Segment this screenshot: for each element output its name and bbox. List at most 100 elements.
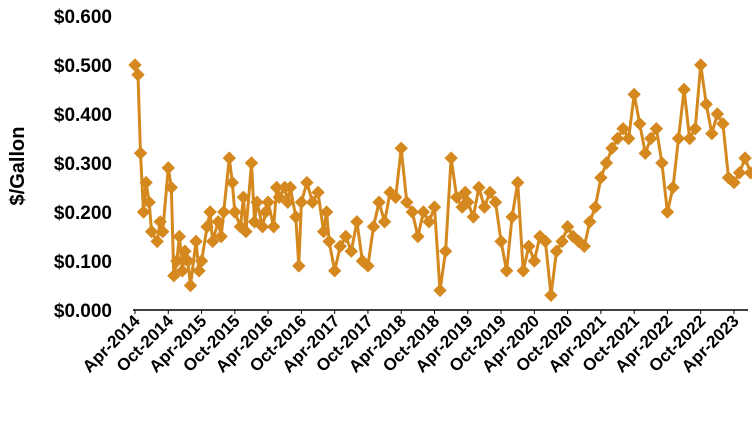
data-point-marker xyxy=(128,58,142,72)
data-point-marker xyxy=(250,195,264,209)
data-point-marker xyxy=(239,224,253,239)
data-point-marker xyxy=(555,234,569,249)
data-point-marker xyxy=(716,117,730,131)
data-point-marker xyxy=(588,200,603,214)
data-point-marker xyxy=(405,205,420,219)
data-point-marker xyxy=(217,205,231,219)
data-point-marker xyxy=(605,141,619,156)
data-point-marker xyxy=(311,185,325,200)
data-point-marker xyxy=(175,264,190,278)
data-point-marker xyxy=(461,195,475,209)
data-point-marker xyxy=(638,146,652,160)
data-point-marker xyxy=(594,170,608,185)
data-point-marker xyxy=(261,195,275,209)
data-point-marker xyxy=(655,156,669,170)
data-point-marker xyxy=(344,244,359,258)
y-tick-label: $0.100 xyxy=(54,252,112,273)
data-point-marker xyxy=(411,229,425,244)
data-point-marker xyxy=(694,58,708,72)
data-point-marker xyxy=(377,215,392,229)
data-point-marker xyxy=(322,234,336,249)
data-point-marker xyxy=(488,195,503,209)
data-point-marker xyxy=(247,215,262,229)
data-point-marker xyxy=(688,121,702,136)
data-point-marker xyxy=(366,219,381,234)
data-point-marker xyxy=(732,166,747,180)
data-point-marker xyxy=(727,175,741,190)
data-point-marker xyxy=(433,283,447,298)
data-point-marker xyxy=(181,254,195,268)
data-point-marker xyxy=(144,224,159,239)
data-point-marker xyxy=(705,126,719,141)
y-tick-label: $0.300 xyxy=(54,154,112,175)
data-point-marker xyxy=(164,180,178,195)
data-point-marker xyxy=(522,239,536,254)
data-point-marker xyxy=(494,234,508,249)
data-point-marker xyxy=(167,268,181,283)
y-axis-label: $/Gallon xyxy=(7,127,29,206)
data-point-marker xyxy=(660,205,675,219)
data-point-marker xyxy=(305,195,320,209)
data-point-marker xyxy=(538,234,553,249)
data-point-marker xyxy=(205,234,220,249)
data-point-marker xyxy=(361,259,375,273)
data-point-marker xyxy=(133,146,148,160)
data-point-marker xyxy=(560,219,575,234)
data-point-marker xyxy=(633,117,647,131)
data-point-marker xyxy=(449,190,464,205)
data-point-marker xyxy=(339,229,353,244)
data-point-marker xyxy=(178,244,192,258)
data-point-marker xyxy=(255,219,270,234)
data-point-marker xyxy=(211,215,225,229)
data-point-marker xyxy=(394,141,408,156)
data-point-marker xyxy=(319,205,334,219)
data-point-marker xyxy=(283,180,298,195)
data-point-marker xyxy=(400,195,414,209)
data-point-marker xyxy=(281,195,295,209)
data-point-marker xyxy=(583,215,597,229)
data-point-marker xyxy=(161,161,175,175)
data-point-marker xyxy=(214,229,228,244)
data-point-marker xyxy=(350,215,364,229)
data-point-marker xyxy=(677,82,691,97)
data-point-marker xyxy=(699,97,713,111)
data-point-marker xyxy=(189,234,203,249)
data-point-marker xyxy=(444,151,458,165)
data-point-marker xyxy=(627,87,641,102)
data-point-marker xyxy=(192,264,206,278)
y-tick-label: $0.400 xyxy=(54,105,112,126)
data-point-marker xyxy=(510,175,525,190)
y-tick-label: $0.600 xyxy=(54,7,112,28)
data-point-marker xyxy=(316,224,331,239)
data-point-marker xyxy=(549,244,564,258)
y-tick-label: $0.000 xyxy=(54,301,112,322)
data-point-marker xyxy=(483,185,497,200)
data-point-marker xyxy=(610,131,625,146)
data-point-marker xyxy=(599,156,614,170)
data-point-marker xyxy=(170,254,184,268)
data-point-marker xyxy=(156,224,170,239)
data-point-marker xyxy=(272,190,286,205)
data-point-marker xyxy=(150,234,164,249)
data-point-marker xyxy=(222,151,236,165)
y-tick-label: $0.200 xyxy=(54,203,112,224)
y-tick-label: $0.500 xyxy=(54,56,112,77)
data-point-marker xyxy=(527,254,542,268)
data-point-marker xyxy=(477,200,492,214)
data-point-marker xyxy=(466,210,481,224)
data-point-marker xyxy=(422,215,436,229)
data-point-marker xyxy=(294,195,309,209)
data-point-marker xyxy=(499,264,514,278)
data-point-marker xyxy=(416,205,431,219)
data-point-marker xyxy=(671,131,686,146)
data-point-marker xyxy=(258,205,273,219)
data-point-marker xyxy=(644,131,658,146)
data-point-marker xyxy=(136,205,151,219)
data-point-marker xyxy=(183,278,198,293)
data-point-marker xyxy=(738,151,752,165)
data-point-marker xyxy=(172,229,187,244)
data-point-marker xyxy=(505,210,519,224)
data-point-marker xyxy=(616,121,630,136)
data-point-marker xyxy=(621,131,636,146)
